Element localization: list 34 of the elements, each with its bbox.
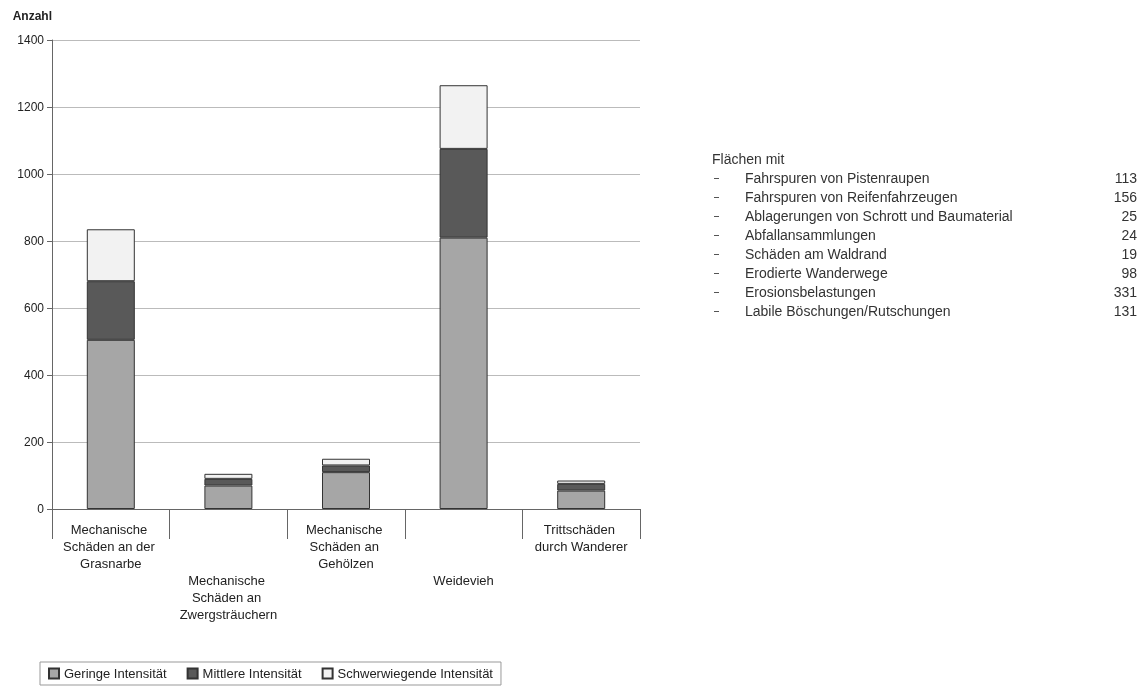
data-label: 113 (1114, 169, 1137, 188)
category-label: Ablagerungen von Schrott und Baumaterial (745, 207, 1014, 226)
legend-label: Mittlere Intensität (202, 666, 302, 681)
y-tick-label: 1400 (17, 33, 45, 47)
data-label: 24 (1121, 226, 1137, 245)
data-label: 19 (1121, 245, 1137, 264)
data-label: 331 (1113, 283, 1137, 302)
category-label: Abfallansammlungen (745, 226, 877, 245)
category-label: Fahrspuren von Reifenfahrzeugen (745, 188, 959, 207)
y-tick-label: 400 (23, 368, 45, 382)
y-tick-label: 1200 (17, 100, 45, 114)
x-tick-label: Mechanische Schäden an Zwergsträuchern (179, 573, 278, 622)
y-tick-label: 800 (23, 234, 45, 248)
data-label: 156 (1113, 188, 1137, 207)
legend-label: Schwerwiegende Intensität (337, 666, 494, 681)
data-label: 98 (1121, 264, 1137, 283)
y-tick-label: 600 (23, 301, 45, 315)
category-label: Erodierte Wanderwege (745, 264, 889, 283)
data-label: 131 (1113, 302, 1137, 321)
text: Flächen mit (712, 150, 786, 169)
data-label: 25 (1121, 207, 1137, 226)
x-tick-label: Trittschäden durch Wanderer (534, 522, 629, 554)
category-label: Erosionsbelastungen (745, 283, 877, 302)
category-label: Schäden am Waldrand (745, 245, 888, 264)
y-axis-title: Anzahl (12, 9, 52, 23)
x-tick-label: Mechanische Schäden an Gehölzen (305, 522, 387, 571)
x-tick-label: Weidevieh (433, 573, 494, 588)
category-label: Labile Böschungen/Rutschungen (745, 302, 952, 321)
y-tick-label: 0 (37, 502, 45, 516)
category-label: Fahrspuren von Pistenraupen (745, 169, 931, 188)
y-tick-label: 1000 (17, 167, 45, 181)
legend-label: Geringe Intensität (64, 666, 167, 681)
x-tick-label: Mechanische Schäden an der Grasnarbe (63, 522, 159, 571)
y-tick-label: 200 (23, 435, 45, 449)
